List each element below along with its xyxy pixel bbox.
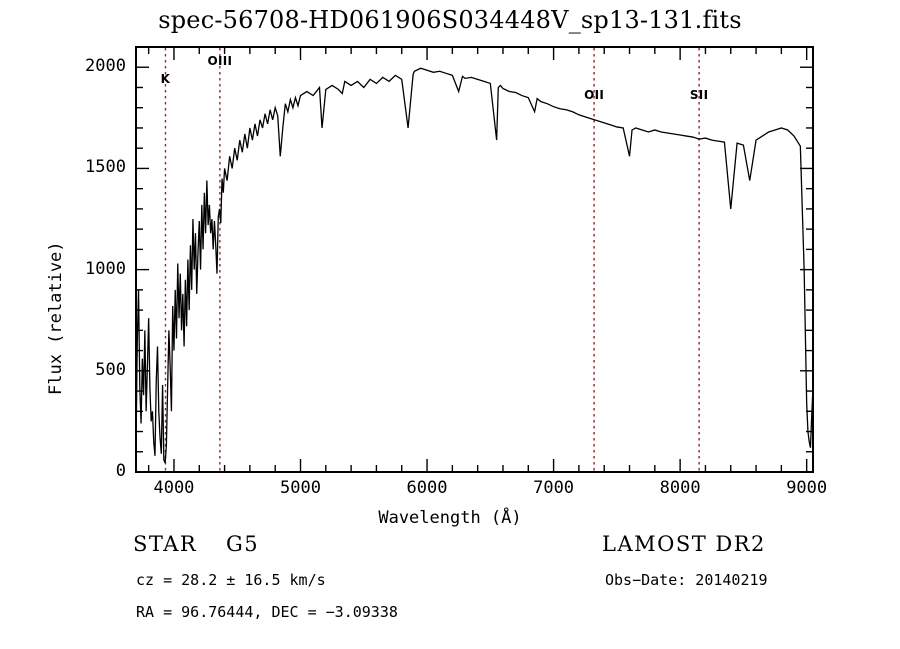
spectral-line-label-sii: SII [689,88,709,102]
obs-date-line: Obs−Date: 20140219 [605,571,768,589]
x-tick-label: 8000 [659,478,701,498]
page-title: spec-56708-HD061906S034448V_sp13-131.fit… [158,6,742,34]
x-tick-label: 9000 [786,478,828,498]
object-type-label: STAR [133,532,198,556]
x-tick-label: 7000 [533,478,575,498]
spectral-line-label-oii: OII [584,88,605,102]
coordinates-line: RA = 96.76444, DEC = −3.09338 [136,603,398,621]
spectrum-curve [135,67,814,464]
spectral-line-label-k: K [160,72,171,86]
spectral-class-label: G5 [226,532,260,556]
x-axis-title: Wavelength (Å) [378,508,522,528]
x-tick-label: 6000 [406,478,448,498]
y-tick-label: 500 [95,359,126,380]
y-tick-label: 0 [115,461,126,481]
y-tick-label: 1000 [85,258,126,279]
redshift-line: cz = 28.2 ± 16.5 km/s [136,571,326,589]
x-tick-label: 4000 [153,478,195,498]
y-tick-label: 2000 [85,56,126,77]
axis-ticks [136,46,813,473]
spectral-line-markers [164,48,700,471]
spectral-line-label-oiii: OIII [207,54,233,68]
x-tick-label: 5000 [280,478,321,498]
plot-frame [135,46,814,473]
survey-label: LAMOST DR2 [602,532,766,556]
y-tick-label: 1500 [85,157,126,178]
